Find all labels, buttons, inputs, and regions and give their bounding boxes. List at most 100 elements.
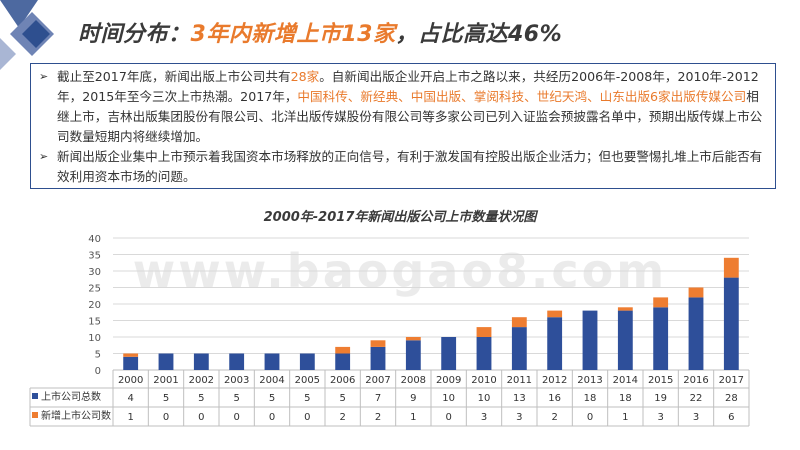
title-suffix: ，占比高达46% (395, 22, 563, 47)
bar-total-2007 (370, 346, 386, 370)
y-tick-label: 15 (88, 317, 101, 328)
bar-total-2006 (335, 353, 351, 370)
arrow-bullet-icon: ➢ (39, 150, 49, 163)
table-cell-total: 22 (690, 393, 703, 404)
page-title: 时间分布：3年内新增上市13家，占比高达46% (78, 16, 562, 48)
x-tick-label: 2005 (295, 375, 320, 386)
table-cell-new: 1 (410, 412, 416, 423)
table-cell-new: 3 (516, 412, 522, 423)
legend-label-new: 新增上市公司数 (41, 409, 111, 422)
bar-total-2014 (617, 310, 633, 370)
x-tick-label: 2016 (683, 375, 708, 386)
bar-new-2007 (370, 340, 386, 347)
x-tick-label: 2015 (648, 375, 673, 386)
y-tick-label: 5 (95, 350, 101, 361)
title-highlight: 3年内新增上市13家 (190, 22, 396, 47)
bar-total-2004 (264, 353, 280, 370)
arrow-bullet-icon: ➢ (39, 70, 49, 83)
bar-new-2008 (405, 337, 421, 341)
table-cell-new: 0 (269, 412, 275, 423)
title-prefix: 时间分布： (78, 22, 191, 47)
table-cell-total: 5 (339, 393, 345, 404)
bar-total-2011 (511, 327, 527, 370)
x-tick-label: 2000 (118, 375, 143, 386)
table-cell-total: 5 (198, 393, 204, 404)
x-tick-label: 2002 (189, 375, 214, 386)
table-cell-total: 5 (163, 393, 169, 404)
x-tick-label: 2009 (436, 375, 461, 386)
bar-total-2017 (723, 277, 739, 370)
summary-paragraph-1: ➢ 截止至2017年底，新闻出版上市公司共有28家。自新闻出版企业开启上市之路以… (39, 67, 767, 147)
table-cell-total: 19 (654, 393, 667, 404)
legend-label-total: 上市公司总数 (41, 390, 101, 403)
summary-run: 。自新闻出版企业开启上市之路以来，共经历2006年-2008年，2010年-20… (57, 69, 759, 104)
summary-run: 中国科传、新经典、中国出版、掌阅科技、世纪天鸿、山东出版6家出版传媒公司 (297, 89, 747, 104)
summary-paragraph-2-text: 新闻出版企业集中上市预示着我国资本市场释放的正向信号，有利于激发国有控股出版企业… (57, 149, 763, 184)
table-cell-total: 18 (619, 393, 632, 404)
table-cell-new: 3 (693, 412, 699, 423)
y-tick-label: 10 (88, 333, 101, 344)
bar-total-2000 (123, 356, 139, 370)
bar-total-2010 (476, 337, 492, 370)
table-cell-total: 18 (584, 393, 597, 404)
bar-total-2012 (547, 317, 563, 370)
table-cell-new: 3 (481, 412, 487, 423)
table-cell-new: 3 (657, 412, 663, 423)
chart-title: 2000年-2017年新闻出版公司上市数量状况图 (263, 210, 537, 225)
table-cell-total: 10 (442, 393, 455, 404)
table-cell-total: 10 (478, 393, 491, 404)
x-tick-label: 2014 (613, 375, 638, 386)
table-cell-total: 9 (410, 393, 416, 404)
bar-new-2016 (688, 287, 704, 298)
table-cell-new: 0 (304, 412, 310, 423)
y-tick-label: 20 (88, 300, 101, 311)
summary-run: 截止至2017年底，新闻出版上市公司共有 (57, 69, 291, 84)
table-cell-total: 5 (233, 393, 239, 404)
table-cell-new: 0 (445, 412, 451, 423)
x-tick-label: 2004 (259, 375, 284, 386)
table-cell-new: 2 (551, 412, 557, 423)
bar-total-2016 (688, 297, 704, 370)
summary-paragraph-1-text: 截止至2017年底，新闻出版上市公司共有28家。自新闻出版企业开启上市之路以来，… (57, 69, 762, 144)
watermark-text: www.baogao8.com (133, 244, 667, 298)
table-cell-new: 0 (163, 412, 169, 423)
legend-key-new (32, 412, 38, 418)
bar-total-2002 (193, 353, 209, 370)
bar-new-2012 (547, 310, 563, 318)
summary-box: ➢ 截止至2017年底，新闻出版上市公司共有28家。自新闻出版企业开启上市之路以… (30, 63, 776, 189)
x-tick-label: 2001 (153, 375, 178, 386)
x-tick-label: 2013 (577, 375, 602, 386)
table-cell-new: 0 (233, 412, 239, 423)
bar-total-2001 (158, 353, 174, 370)
x-tick-label: 2011 (507, 375, 532, 386)
bar-new-2017 (723, 257, 739, 278)
bar-total-2005 (299, 353, 315, 370)
table-cell-new: 1 (622, 412, 628, 423)
bar-total-2015 (653, 307, 669, 370)
bar-total-2003 (229, 353, 245, 370)
y-tick-label: 0 (95, 366, 101, 377)
summary-run: 28家 (290, 69, 320, 84)
x-tick-label: 2010 (471, 375, 496, 386)
table-cell-total: 5 (269, 393, 275, 404)
summary-paragraph-2: ➢ 新闻出版企业集中上市预示着我国资本市场释放的正向信号，有利于激发国有控股出版… (39, 147, 767, 187)
bar-new-2000 (123, 353, 139, 357)
bar-new-2014 (617, 307, 633, 311)
table-cell-total: 13 (513, 393, 526, 404)
y-tick-label: 40 (88, 234, 101, 245)
table-cell-new: 0 (198, 412, 204, 423)
table-cell-new: 2 (339, 412, 345, 423)
table-cell-new: 1 (127, 412, 133, 423)
bar-new-2015 (653, 297, 669, 308)
table-cell-total: 16 (548, 393, 561, 404)
x-tick-label: 2003 (224, 375, 249, 386)
bar-new-2010 (476, 327, 492, 337)
table-cell-new: 0 (587, 412, 593, 423)
table-cell-total: 28 (725, 393, 738, 404)
x-tick-label: 2007 (365, 375, 390, 386)
bar-total-2008 (405, 340, 421, 370)
y-tick-label: 25 (88, 284, 101, 295)
table-cell-total: 5 (304, 393, 310, 404)
table-cell-new: 6 (728, 412, 734, 423)
x-tick-label: 2006 (330, 375, 355, 386)
